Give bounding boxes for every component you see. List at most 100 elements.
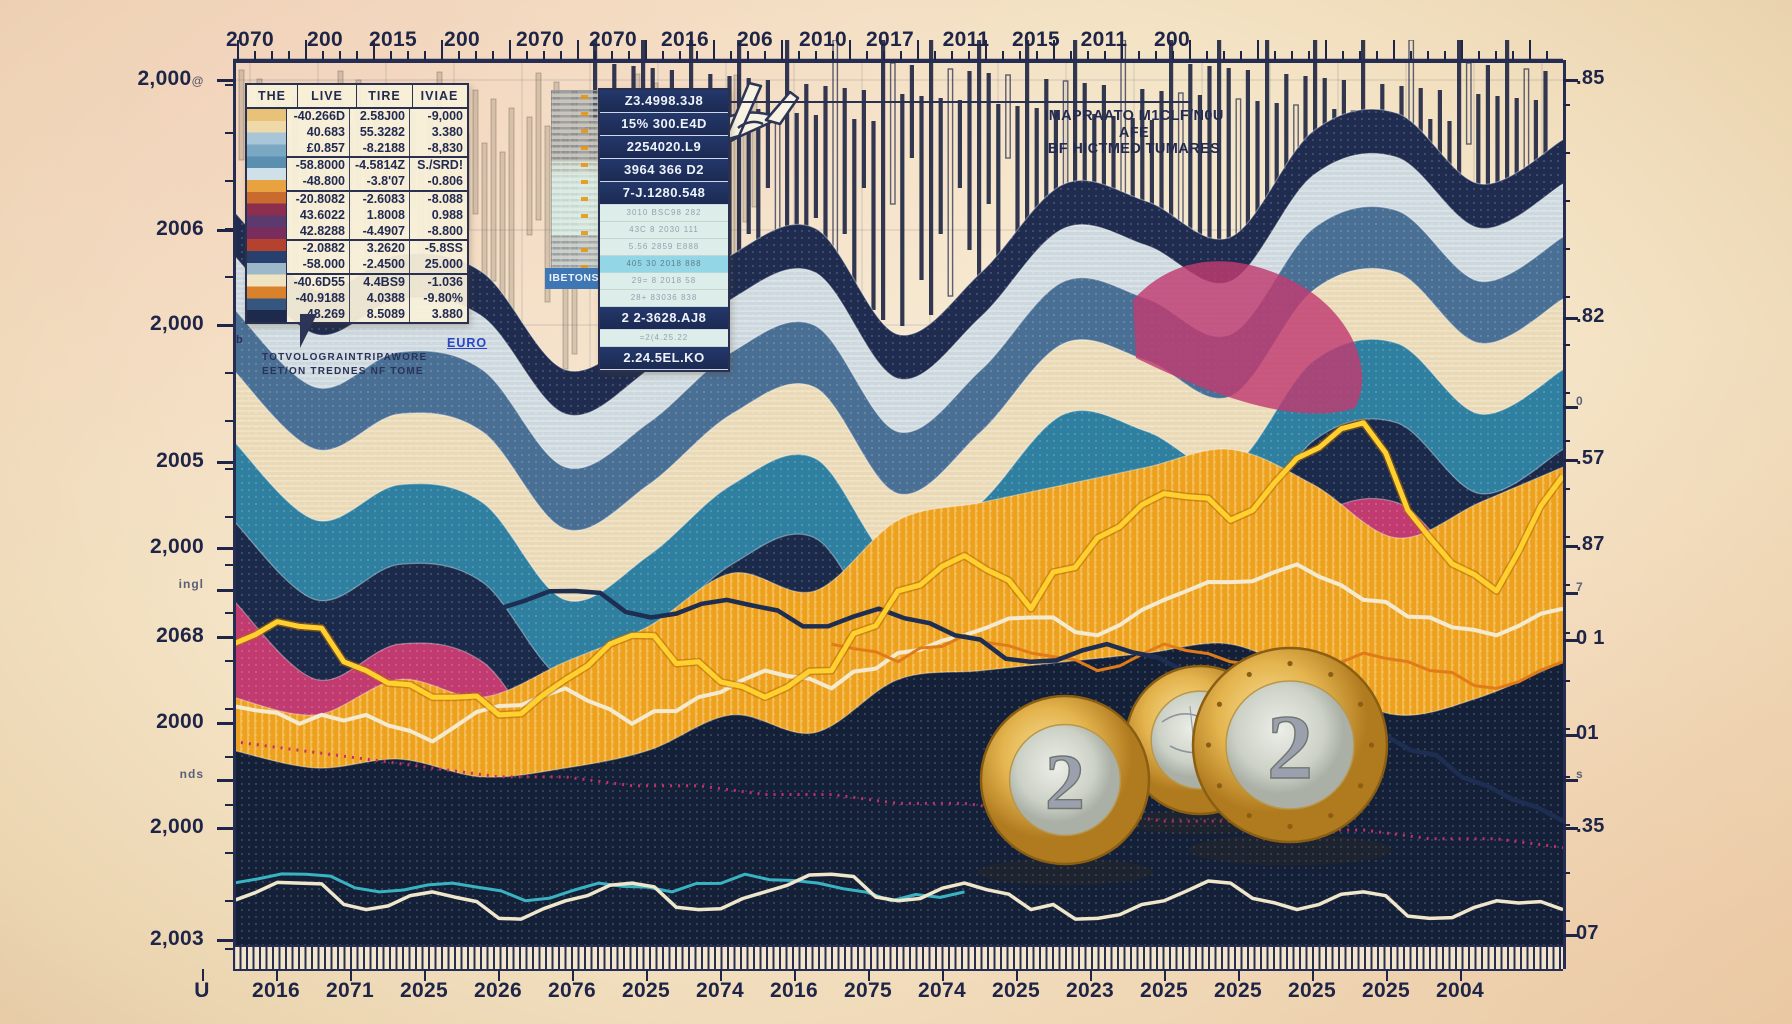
line-yellow-trend [233, 420, 1563, 718]
bottom-axis-label: 2004 [1436, 979, 1484, 1002]
ghost-bar [238, 69, 245, 161]
top-axis-tick [1087, 51, 1089, 60]
right-axis-minor-tick [1563, 392, 1570, 394]
right-axis-minor-tick [1563, 296, 1570, 298]
top-axis-tick [577, 40, 579, 60]
coin-star [1328, 812, 1334, 819]
legend-row: £0.857 -8.2188 -8,830 [287, 140, 467, 157]
legend-value: -9.80% [423, 290, 463, 305]
top-axis-tick [1104, 51, 1106, 60]
top-axis-tick [985, 40, 987, 60]
legend-value: -5.8SS [424, 241, 463, 256]
coin-star [1287, 660, 1293, 667]
left-axis-minor-tick [225, 708, 233, 710]
bottom-axis-label: 2025 [1288, 979, 1336, 1002]
top-axis-tick [1359, 51, 1361, 60]
line-cream-line [233, 562, 1563, 744]
top-axis-tick [1512, 51, 1514, 60]
top-axis-tick [390, 51, 392, 60]
right-axis-label: .57 [1576, 447, 1605, 469]
left-axis-minor-tick [225, 564, 233, 566]
right-axis-tick [1563, 592, 1578, 595]
left-axis-minor-tick [225, 276, 233, 278]
bottom-axis-tick [350, 969, 352, 981]
spike-bar-outline [947, 68, 954, 297]
magenta-patch [1133, 261, 1363, 414]
legend-value-cells: -40.266D 2.58J00 -9,000 40.683 55.3282 3.380 £… [287, 109, 467, 323]
right-axis-line [1563, 60, 1566, 969]
bottom-hatch-strip [233, 945, 1563, 971]
spike-bar [1495, 96, 1500, 220]
left-axis-minor-tick [225, 420, 233, 422]
legend-value: -40.9188 [287, 290, 350, 307]
top-axis-label: 2011 [942, 28, 990, 51]
left-axis-label: 2068 [156, 624, 204, 647]
spike-bar [737, 40, 742, 335]
spike-bar [1505, 40, 1510, 255]
top-axis-tick [322, 51, 324, 60]
table-caption-line1: TOTVOLOGRAINTRIPAWORE [262, 352, 428, 363]
top-axis-tick [781, 40, 783, 60]
legend-value: 40.683 [287, 124, 350, 141]
top-axis-label: 2010 [799, 28, 847, 51]
right-axis-tick [1563, 406, 1578, 409]
coin-center [1225, 680, 1355, 810]
left-axis-minor-tick [225, 228, 233, 230]
coin-numeral: 2 [1267, 696, 1313, 798]
top-axis-tick [1546, 51, 1548, 60]
top-axis-label: 2015 [369, 28, 417, 51]
left-axis-label: 2,000 [149, 312, 204, 335]
coin-star [1328, 671, 1334, 678]
left-axis-minor-tick [225, 132, 233, 134]
left-axis-tick [217, 636, 233, 639]
bottom-axis-tick [646, 969, 648, 981]
top-axis-tick [1172, 51, 1174, 60]
left-axis-tick [217, 939, 233, 942]
spike-bar [1015, 106, 1020, 280]
top-axis-tick [730, 51, 732, 60]
top-axis-tick [441, 40, 443, 60]
spike-bar [823, 86, 828, 280]
left-axis-tick [217, 229, 233, 232]
spike-bar [1130, 118, 1135, 234]
top-axis-tick [1240, 51, 1242, 60]
band-caption: IBETONS [545, 268, 603, 289]
legend-value: -58.8000 [287, 158, 350, 175]
left-axis-label: 2006 [156, 217, 204, 240]
right-axis-tick [1563, 827, 1578, 830]
left-axis-minor-tick [225, 84, 233, 86]
bottom-axis-label: 2023 [1066, 979, 1114, 1002]
top-axis-tick [1342, 51, 1344, 60]
right-axis-tick [1563, 459, 1578, 462]
top-axis-tick [968, 51, 970, 60]
data-panel-row: 43C 8 2030 111 [600, 222, 728, 239]
left-axis-minor-tick [225, 756, 233, 758]
right-axis-minor-tick [1563, 680, 1570, 682]
spike-bar [1073, 40, 1078, 300]
left-axis-minor-tick [225, 612, 233, 614]
left-axis-line [233, 60, 236, 969]
legend-value: -8.800 [427, 223, 463, 238]
spike-bar [804, 84, 809, 326]
spike-bar-outline [1465, 62, 1472, 145]
left-axis-label: nds [179, 767, 204, 781]
legend-table-body: -40.266D 2.58J00 -9,000 40.683 55.3282 3.380 £… [247, 109, 467, 323]
bottom-axis-tick [1238, 969, 1240, 981]
legend-row: 40.683 55.3282 3.380 [287, 124, 467, 141]
spike-bar [996, 104, 1001, 326]
coin-star [1357, 783, 1364, 789]
left-axis-label: 2,000@ [137, 67, 204, 90]
legend-value: -40.266D [287, 109, 350, 125]
top-axis-tick [1410, 51, 1412, 60]
bottom-axis-label: 2016 [770, 979, 818, 1002]
legend-row: -48.800 -3.8'07 -0.806 [287, 174, 467, 190]
top-axis-tick [424, 51, 426, 60]
left-axis-minor-tick [225, 900, 233, 902]
top-axis-label: 2017 [866, 28, 914, 51]
right-axis-label: .87 [1576, 533, 1605, 555]
right-axis-label: 07 [1576, 922, 1599, 944]
data-panel-row: 2254020.L9 [600, 136, 728, 159]
data-panel-row: 2 2-3628.AJ8 [600, 307, 728, 330]
legend-value: -4.5814Z [350, 158, 410, 175]
top-axis-tick [492, 51, 494, 60]
